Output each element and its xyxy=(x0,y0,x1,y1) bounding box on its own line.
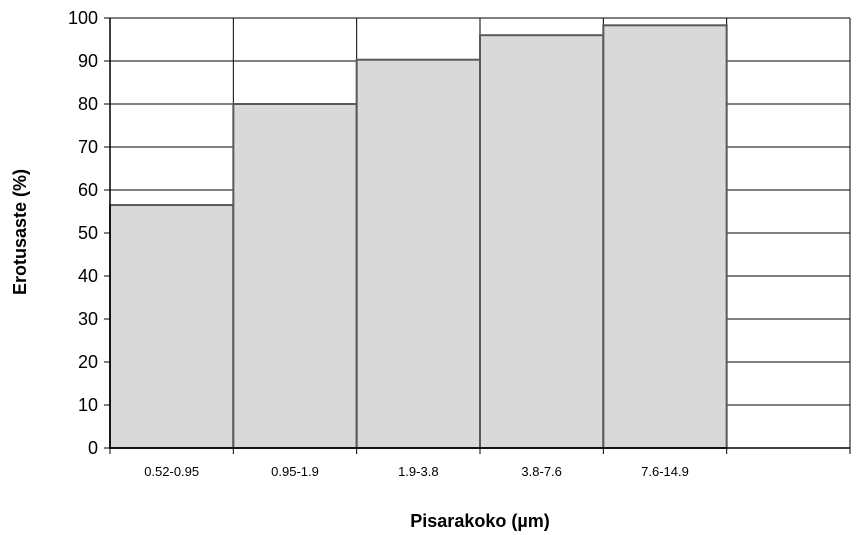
y-axis-title: Erotusaste (%) xyxy=(10,169,30,295)
y-tick-label-10: 10 xyxy=(78,395,98,415)
bar-0.95-1.9 xyxy=(232,103,358,449)
x-axis-title: Pisarakoko (µm) xyxy=(410,511,549,531)
y-tick-label-90: 90 xyxy=(78,51,98,71)
x-tick-label-1.9-3.8: 1.9-3.8 xyxy=(398,464,438,479)
y-tick-label-0: 0 xyxy=(88,438,98,458)
y-tick-label-40: 40 xyxy=(78,266,98,286)
bar-7.6-14.9 xyxy=(602,24,728,450)
y-tick-label-80: 80 xyxy=(78,94,98,114)
x-tick-label-0.52-0.95: 0.52-0.95 xyxy=(144,464,199,479)
y-tick-labels: 0 10 20 30 40 50 60 70 80 90 100 xyxy=(68,8,98,458)
y-tick-label-20: 20 xyxy=(78,352,98,372)
y-tick-label-70: 70 xyxy=(78,137,98,157)
axes xyxy=(104,17,851,454)
x-tick-label-0.95-1.9: 0.95-1.9 xyxy=(271,464,319,479)
y-tick-label-100: 100 xyxy=(68,8,98,28)
bar-1.9-3.8 xyxy=(355,58,481,450)
x-tick-labels: 0.52-0.95 0.95-1.9 1.9-3.8 3.8-7.6 7.6-14.9 xyxy=(144,464,689,479)
x-tick-label-7.6-14.9: 7.6-14.9 xyxy=(641,464,689,479)
x-tick-label-3.8-7.6: 3.8-7.6 xyxy=(521,464,561,479)
y-tick-label-30: 30 xyxy=(78,309,98,329)
bars xyxy=(109,24,728,450)
bar-3.8-7.6 xyxy=(479,34,605,449)
bar-0.52-0.95 xyxy=(109,204,235,449)
y-tick-label-60: 60 xyxy=(78,180,98,200)
y-tick-label-50: 50 xyxy=(78,223,98,243)
